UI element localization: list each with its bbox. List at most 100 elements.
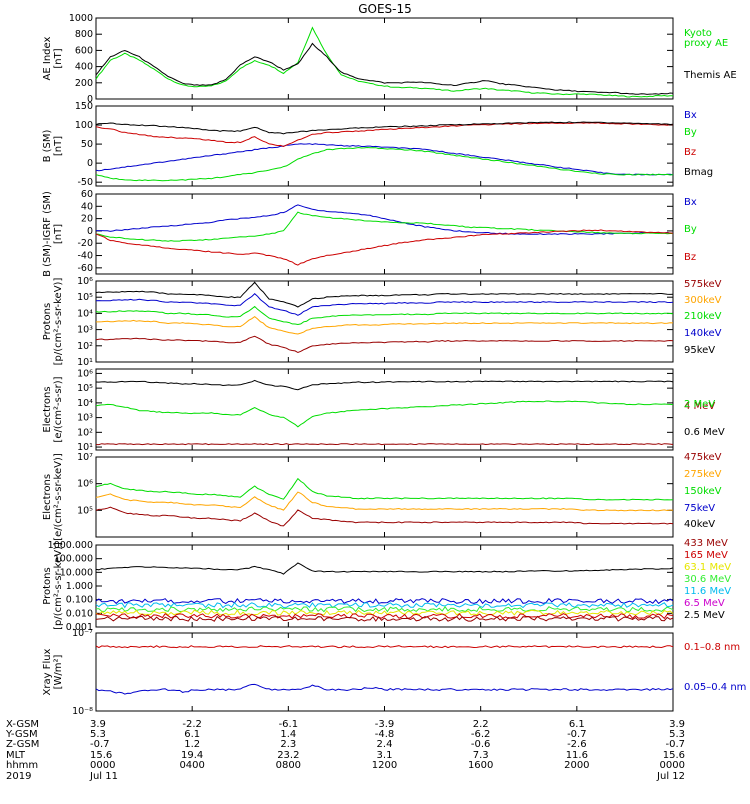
y-tick-label-electrons_mev: 10³ [77,413,93,424]
legend-entry-bsm: By [684,127,697,138]
x-axis-value: 23.2 [277,750,299,761]
panel-frame-electrons_kev [95,456,674,538]
panel-frame-xray [95,632,674,712]
y-axis-label-electrons_mev: [e/(cm²-s-sr)] [53,376,64,442]
y-axis-label-electrons_kev: [e/(cm²-s-sr-keV)] [53,453,64,541]
x-axis-value: 1.4 [280,729,296,740]
y-axis-label-protons_mev: [p/(cm²-s-sr-keV)] [53,542,64,630]
series-line-protons_mev-11-6-mev [95,602,674,609]
legend-entry-protons_mev: 165 MeV [684,550,728,561]
x-axis-value: -0.7 [90,739,110,750]
legend-entry-protons_mev: 2.5 MeV [684,610,725,621]
x-axis-value: 3.9 [669,719,685,730]
series-line-protons_mev-2-5-mev [95,562,674,575]
legend-entry-electrons_kev: 75keV [684,503,715,514]
y-tick-label-protons_kev: 10⁶ [77,276,93,287]
series-line-bigrf-bz [95,229,674,266]
series-line-protons_kev-575kev [95,335,674,354]
y-tick-label-bsm: 100 [75,120,93,131]
y-tick-label-ae: 200 [75,78,93,89]
legend-entry-electrons_kev: 150keV [684,486,722,497]
x-axis-value: -6.2 [471,729,491,740]
y-tick-label-protons_mev: 0.100 [66,595,93,606]
x-axis-value: 11.6 [566,750,588,761]
x-axis-value: 0400 [179,760,204,771]
y-axis-label-protons_kev: [p/(cm²-s-sr-keV)] [53,278,64,366]
series-line-bsm-by [95,146,674,182]
y-tick-label-electrons_mev: 10⁴ [77,398,93,409]
x-axis-value: 15.6 [90,750,112,761]
legend-entry-protons_mev: 6.5 MeV [684,598,725,609]
legend-entry-protons_kev: 300keV [684,295,722,306]
y-tick-label-protons_mev: 0.010 [66,608,93,619]
legend-entry-electrons_kev: 40keV [684,519,715,530]
x-axis-value: -6.1 [279,719,299,730]
y-axis-label-bigrf: B (SM)-IGRF (SM) [42,191,53,277]
x-axis-value: 15.6 [663,750,685,761]
x-axis-value: 2.2 [473,719,489,730]
series-line-xray-0-05-0-4-nm [95,683,674,695]
series-line-electrons_mev-2-mev [95,400,674,428]
y-tick-label-xray: 10⁻⁸ [72,706,93,717]
y-tick-label-protons_mev: 1000.000 [48,540,93,551]
y-tick-label-bigrf: 20 [81,214,93,225]
x-axis-value: Jul 11 [89,771,118,782]
y-tick-label-bsm: -50 [77,177,93,188]
series-line-electrons_mev-4-mev [96,443,674,446]
y-tick-label-electrons_kev: 10⁵ [77,505,93,516]
y-tick-label-electrons_kev: 10⁷ [77,452,93,463]
x-axis-value: 7.3 [473,750,489,761]
x-axis-value: 3.9 [90,719,106,730]
x-axis-value: 1600 [468,760,493,771]
x-axis-value: 19.4 [181,750,203,761]
series-line-bigrf-bx [96,204,674,236]
series-line-protons_mev-6-5-mev [95,597,674,605]
y-tick-label-electrons_mev: 10¹ [77,442,93,453]
x-axis-row-label: 2019 [6,771,31,782]
x-axis-value: Jul 12 [656,771,685,782]
y-axis-label-xray: Xray Flux [42,648,53,695]
legend-entry-protons_kev: 575keV [684,279,722,290]
y-axis-label-xray: [W/m²] [53,654,64,689]
x-axis-row-label: MLT [6,750,26,761]
y-tick-label-ae: 0 [87,94,93,105]
y-axis-label-protons_mev: Protons [42,567,53,604]
y-tick-label-protons_kev: 10⁵ [77,292,93,303]
legend-entry-protons_mev: 433 MeV [684,538,728,549]
legend-entry-xray: 0.1–0.8 nm [684,642,740,653]
x-axis-row-label: Y-GSM [5,729,38,740]
x-axis-row-label: X-GSM [6,719,39,730]
y-axis-label-bsm: B (SM) [42,129,53,162]
y-tick-label-protons_kev: 10² [77,341,93,352]
y-tick-label-bsm: 50 [81,139,93,150]
y-axis-label-ae: AE Index [42,36,53,80]
y-axis-label-bigrf: [nT] [53,224,64,244]
panel-frame-ae [95,17,674,100]
legend-entry-protons_kev: 95keV [684,345,715,356]
x-axis-value: -0.7 [567,729,587,740]
series-line-protons_mev-433-mev [95,615,674,622]
legend-entry-protons_mev: 11.6 MeV [684,586,731,597]
series-line-protons_kev-210kev [95,305,674,326]
series-line-bsm-bx [95,143,674,176]
y-tick-label-bsm: 150 [75,101,93,112]
x-axis-value: 0800 [276,760,301,771]
x-axis-value: -0.7 [665,739,685,750]
legend-entry-ae: proxy AE [684,38,728,49]
series-line-protons_kev-95kev [95,281,674,308]
x-axis-value: -2.6 [567,739,587,750]
y-tick-label-bigrf: -20 [77,238,93,249]
series-line-protons_mev-30-6-mev [96,605,674,613]
legend-entry-bigrf: By [684,224,697,235]
y-axis-label-protons_kev: Protons [42,303,53,340]
y-tick-label-electrons_mev: 10⁶ [77,368,93,379]
series-line-protons_kev-140kev [95,293,674,316]
legend-entry-bigrf: Bx [684,197,697,208]
y-tick-label-ae: 1000 [69,13,93,24]
series-line-electrons_kev-275kev [95,491,674,512]
x-axis-row-label: Z-GSM [6,739,39,750]
series-line-ae-themis-ae [95,42,674,95]
series-line-xray-0-1-0-8-nm [95,645,674,649]
